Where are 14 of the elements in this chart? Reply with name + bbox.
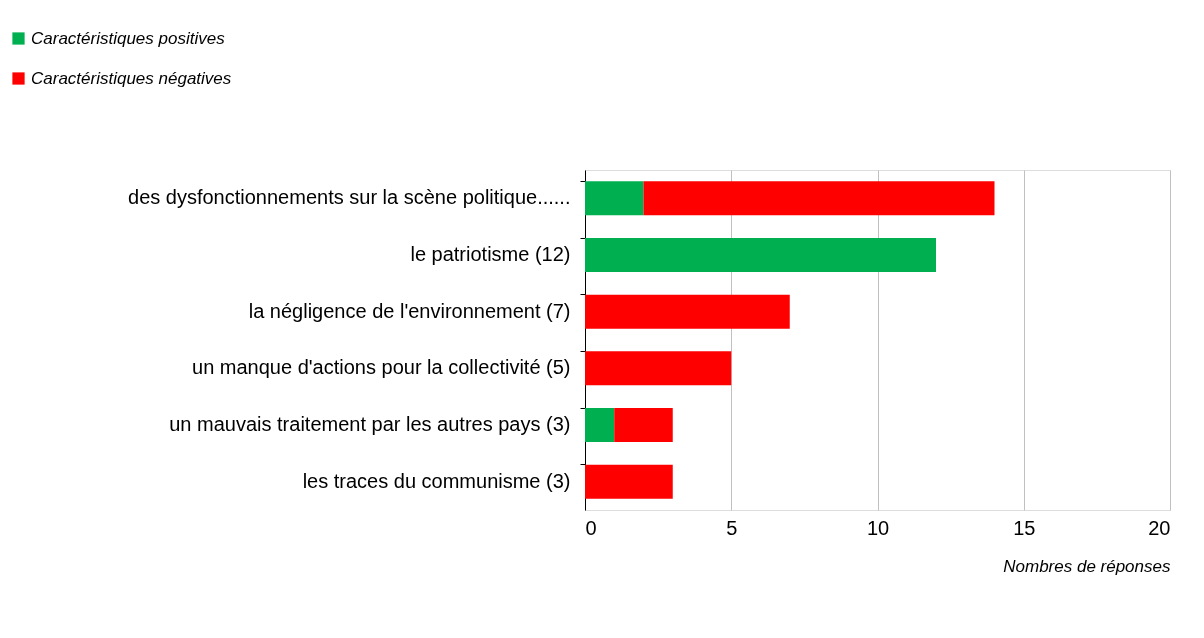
y-tick-label: les traces du communisme (3) [302,469,571,492]
y-tick-label: un manque d'actions pour la collectivité (5) [192,356,571,379]
x-tick-label: 15 [1013,516,1036,539]
legend-label: Caractéristiques négatives [31,68,232,88]
x-axis-title: Nombres de réponses [1003,556,1171,576]
x-tick-label: 5 [726,516,738,539]
x-tick-label: 10 [866,516,890,539]
y-tick-label: un mauvais traitement par les autres pays (3) [169,413,571,435]
y-tick-label: la négligence de l'environnement (7) [248,299,571,322]
y-tick-label: des dysfonctionnements sur la scène politique...... [128,186,571,209]
x-tick-label: 20 [1148,516,1171,539]
y-tick-label: le patriotisme (12) [410,243,571,265]
x-tick-label: 0 [585,516,597,539]
legend-label: Caractéristiques positives [31,28,226,48]
